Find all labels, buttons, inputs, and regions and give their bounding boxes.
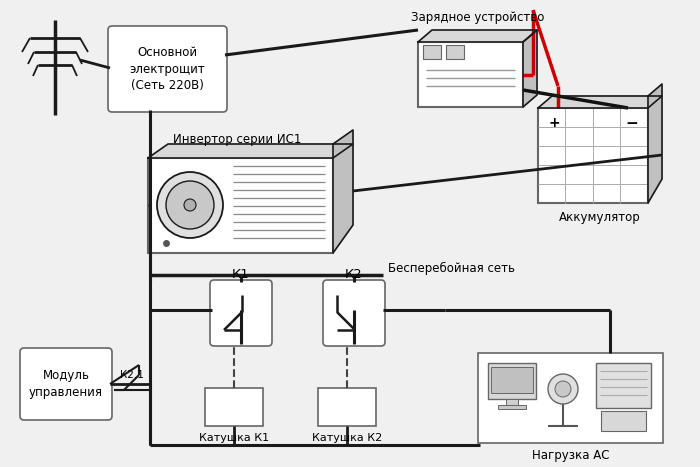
FancyBboxPatch shape — [20, 348, 112, 420]
Bar — [205, 388, 263, 426]
Bar — [506, 399, 518, 405]
Text: Катушка К1: Катушка К1 — [199, 433, 269, 443]
FancyBboxPatch shape — [108, 26, 227, 112]
Bar — [423, 45, 441, 59]
Bar — [498, 405, 526, 409]
Polygon shape — [333, 130, 353, 253]
Bar — [488, 363, 536, 399]
FancyBboxPatch shape — [323, 280, 385, 346]
Polygon shape — [538, 96, 662, 108]
Text: К2: К2 — [345, 269, 363, 282]
Circle shape — [184, 199, 196, 211]
Circle shape — [555, 381, 571, 397]
Text: Основной
электрощит
(Сеть 220В): Основной электрощит (Сеть 220В) — [130, 45, 205, 92]
Text: −: − — [625, 116, 638, 131]
Text: Катушка К2: Катушка К2 — [312, 433, 382, 443]
FancyBboxPatch shape — [210, 280, 272, 346]
Polygon shape — [418, 30, 537, 42]
Bar — [491, 367, 533, 393]
Circle shape — [548, 374, 578, 404]
Bar — [446, 45, 464, 59]
Polygon shape — [648, 84, 662, 203]
Text: К2.1: К2.1 — [120, 370, 144, 380]
Polygon shape — [148, 144, 353, 158]
Text: К1: К1 — [232, 269, 250, 282]
Text: Зарядное устройство: Зарядное устройство — [411, 12, 544, 24]
Text: Нагрузка АС: Нагрузка АС — [532, 448, 609, 461]
Text: Бесперебойная сеть: Бесперебойная сеть — [388, 262, 515, 275]
Bar — [318, 388, 376, 426]
Text: Аккумулятор: Аккумулятор — [559, 211, 641, 224]
Bar — [538, 108, 648, 203]
Circle shape — [166, 181, 214, 229]
Bar — [478, 353, 663, 443]
Bar — [148, 158, 333, 253]
Circle shape — [157, 172, 223, 238]
Text: Инвертор серии ИС1: Инвертор серии ИС1 — [173, 134, 302, 147]
Bar — [418, 42, 523, 107]
Text: +: + — [548, 116, 559, 130]
Bar — [596, 363, 651, 408]
Bar — [601, 411, 646, 431]
Text: Модуль
управления: Модуль управления — [29, 369, 103, 399]
Polygon shape — [523, 30, 537, 107]
